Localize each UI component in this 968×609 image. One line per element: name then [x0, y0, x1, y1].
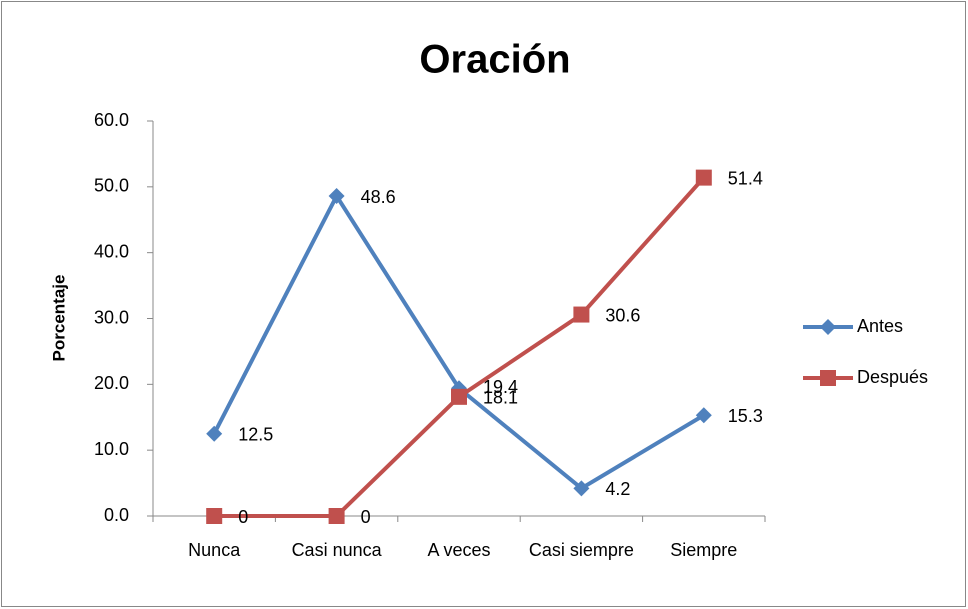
data-label: 12.5 [238, 424, 273, 444]
data-point [695, 407, 712, 424]
data-point [328, 508, 345, 524]
y-tick-label: 60.0 [94, 110, 129, 130]
data-point [573, 306, 590, 323]
data-point [206, 425, 223, 442]
y-tick-label: 20.0 [94, 373, 129, 393]
y-tick-label: 40.0 [94, 241, 129, 261]
data-label: 4.2 [605, 479, 630, 499]
x-tick-label: Nunca [188, 540, 241, 560]
chart-title: Oración [419, 38, 570, 82]
x-tick-label: Siempre [670, 540, 737, 560]
data-label: 18.1 [483, 388, 518, 408]
data-label: 30.6 [605, 305, 640, 325]
legend-marker [820, 370, 836, 386]
data-label: 48.6 [361, 187, 396, 207]
data-point [573, 480, 590, 497]
legend-label: Después [857, 367, 928, 387]
x-tick-label: Casi nunca [292, 540, 383, 560]
legend-label: Antes [857, 316, 903, 336]
data-point [206, 508, 223, 524]
data-point [451, 388, 467, 405]
y-tick-label: 0.0 [104, 505, 129, 525]
y-tick-label: 50.0 [94, 176, 129, 196]
x-tick-label: Casi siempre [529, 540, 634, 560]
y-tick-label: 10.0 [94, 439, 129, 459]
x-tick-label: A veces [427, 540, 490, 560]
data-label: 0 [361, 507, 371, 527]
y-axis-label: Porcentaje [49, 275, 68, 362]
data-point [695, 169, 712, 186]
data-label: 51.4 [728, 168, 763, 188]
y-tick-label: 30.0 [94, 307, 129, 327]
data-label: 19.4 [483, 377, 518, 397]
data-point [328, 188, 345, 205]
data-label: 0 [238, 507, 248, 527]
data-label: 15.3 [728, 406, 763, 426]
legend-marker [820, 319, 836, 335]
